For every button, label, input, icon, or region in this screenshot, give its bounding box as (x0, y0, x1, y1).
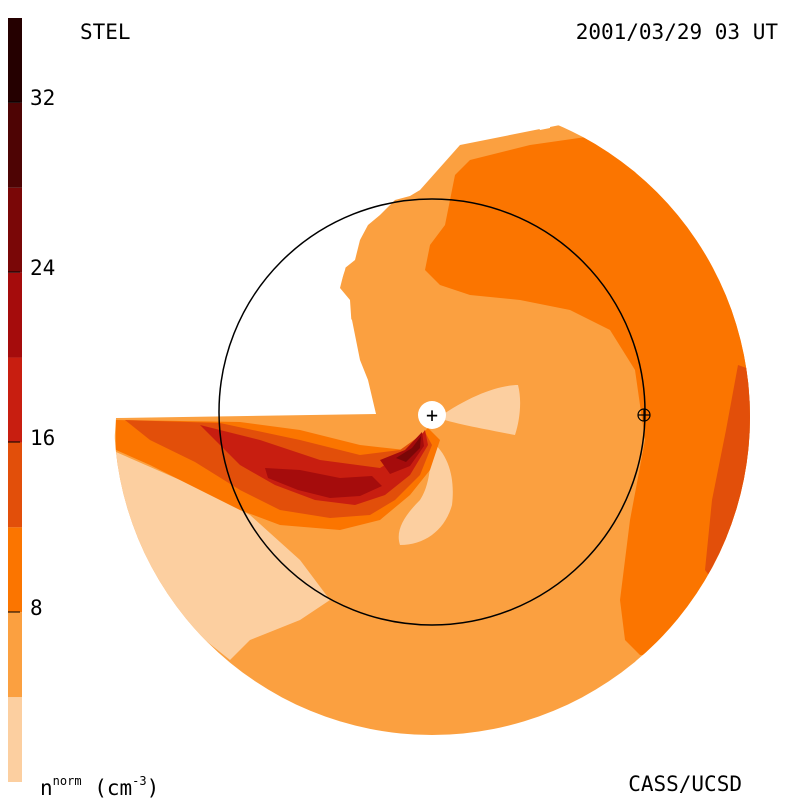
colorbar-ticks: 8 16 24 32 (8, 86, 55, 620)
region-level-0-lobe (438, 385, 521, 435)
unit-symbol: n (40, 776, 53, 800)
credit-label: CASS/UCSD (628, 772, 742, 796)
region-level-0-bottomleft (116, 452, 330, 660)
colorbar-level-3 (8, 442, 22, 528)
region-level-5-core-inner (380, 432, 424, 474)
region-level-0-arc (398, 440, 453, 545)
colorbar-level-4 (8, 357, 22, 443)
colorbar-level-2 (8, 527, 22, 613)
colorbar-level-7 (8, 102, 22, 188)
earth-orbit-circle (218, 198, 646, 626)
unit-exponent: -3 (132, 774, 147, 788)
colorbar-level-0 (8, 697, 22, 782)
unit-label: nnorm (cm-3) (40, 774, 159, 800)
colorbar-tick-label-16: 16 (30, 426, 55, 450)
sun-marker (418, 401, 446, 429)
timestamp-label: 2001/03/29 03 UT (575, 20, 778, 44)
colorbar-tick-label-8: 8 (30, 596, 43, 620)
colorbar-tick-label-24: 24 (30, 256, 55, 280)
unit-superscript: norm (52, 774, 82, 788)
region-level-5-core (265, 468, 382, 498)
unit-text: (cm (94, 776, 133, 800)
colorbar-level-8 (8, 18, 22, 103)
colorbar-level-6 (8, 187, 22, 273)
sun-symbol: + (426, 403, 438, 427)
source-label: STEL (80, 20, 131, 44)
region-level-6-core (396, 436, 421, 462)
colorbar (8, 18, 22, 782)
unit-close: ) (146, 776, 160, 800)
colorbar-level-5 (8, 272, 22, 358)
colorbar-tick-label-32: 32 (30, 86, 55, 110)
earth-marker (637, 408, 651, 422)
colorbar-level-1 (8, 612, 22, 698)
region-level-2-band (425, 135, 750, 660)
